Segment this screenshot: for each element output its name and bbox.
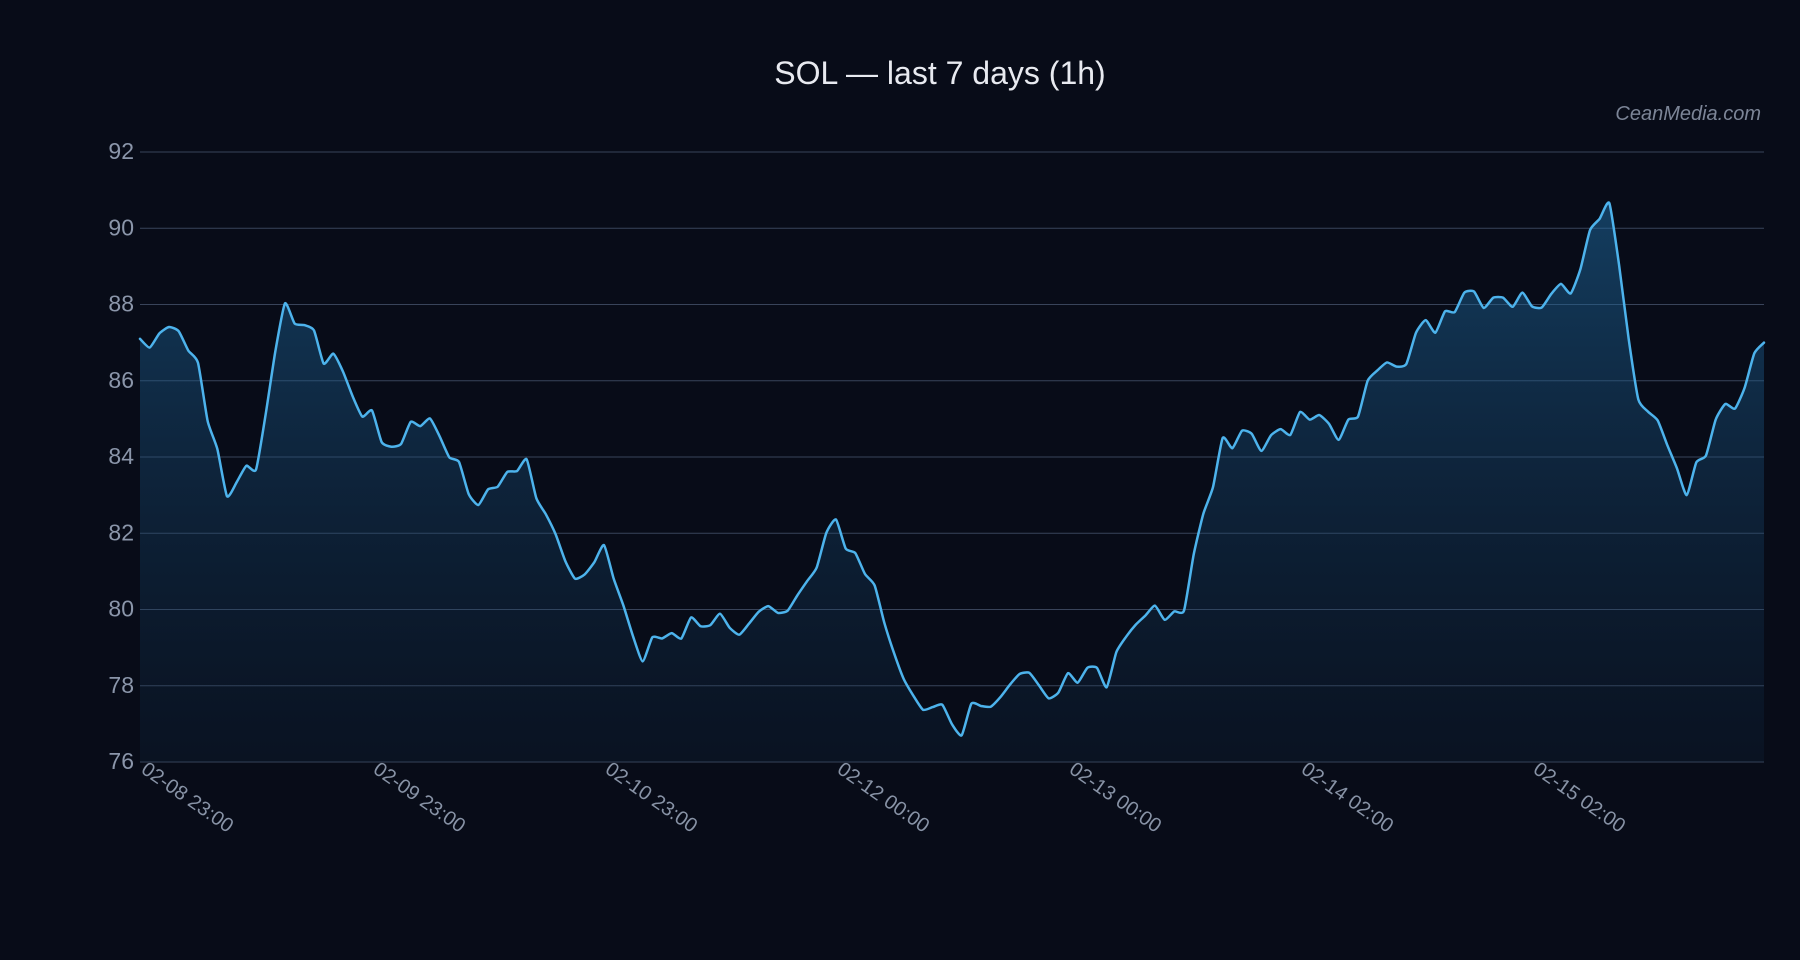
svg-text:02-14 02:00: 02-14 02:00 — [1297, 758, 1397, 837]
svg-text:02-09 23:00: 02-09 23:00 — [369, 758, 469, 837]
svg-text:02-08 23:00: 02-08 23:00 — [137, 758, 237, 837]
svg-text:88: 88 — [108, 291, 134, 317]
svg-text:82: 82 — [108, 519, 134, 545]
svg-text:02-10 23:00: 02-10 23:00 — [601, 758, 701, 837]
svg-text:92: 92 — [108, 138, 134, 164]
svg-text:84: 84 — [108, 443, 134, 469]
svg-text:86: 86 — [108, 367, 134, 393]
svg-text:02-15 02:00: 02-15 02:00 — [1529, 758, 1629, 837]
svg-text:76: 76 — [108, 748, 134, 774]
svg-text:02-13 00:00: 02-13 00:00 — [1065, 758, 1165, 837]
svg-text:78: 78 — [108, 672, 134, 698]
svg-text:90: 90 — [108, 214, 134, 240]
svg-text:02-12 00:00: 02-12 00:00 — [833, 758, 933, 837]
svg-text:80: 80 — [108, 596, 134, 622]
